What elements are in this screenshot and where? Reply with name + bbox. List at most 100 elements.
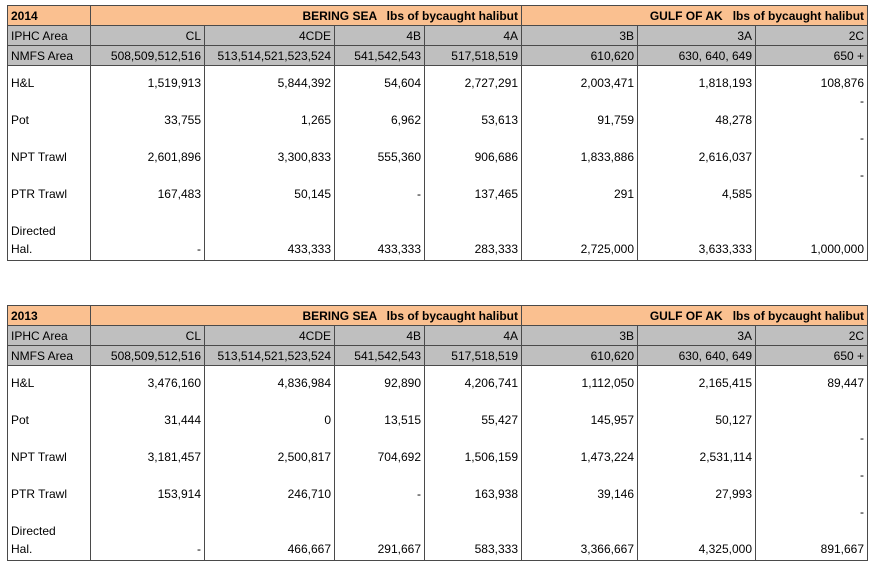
value-column-3b: 1,112,050 145,957 1,473,224 39,146 3,366,667 bbox=[521, 365, 639, 561]
value-text: 163,938 bbox=[474, 487, 519, 501]
nmfs-area-cell: 650 + bbox=[755, 45, 869, 66]
value-cell: 2,725,000 bbox=[525, 222, 634, 260]
value-cell: 3,300,833 bbox=[208, 148, 331, 185]
gear-labels: H&L Pot NPT Trawl PTR Trawl Directed Hal. bbox=[7, 365, 91, 561]
value-text: 291 bbox=[613, 187, 635, 201]
value-text: 137,465 bbox=[474, 187, 519, 201]
value-cell: 433,333 bbox=[208, 222, 331, 260]
value-cell: 31,444 bbox=[94, 411, 201, 448]
value-text: 906,686 bbox=[474, 150, 519, 164]
value-cell: 0 bbox=[208, 411, 331, 448]
dash-mark: - bbox=[860, 131, 865, 145]
value-cell: - bbox=[94, 222, 201, 260]
value-cell: 2,500,817 bbox=[208, 448, 331, 485]
value-text: 3,633,333 bbox=[698, 242, 753, 256]
gear-label: Pot bbox=[11, 113, 30, 127]
nmfs-area-cell: 610,620 bbox=[521, 45, 639, 66]
value-cell: 3,476,160 bbox=[94, 374, 201, 411]
iphc-area-label: IPHC Area bbox=[7, 325, 91, 346]
nmfs-area-cell: 630, 640, 649 bbox=[637, 45, 757, 66]
value-cell: 92,890 bbox=[338, 374, 421, 411]
gulf-of-ak-title: GULF OF AK lbs of bycaught halibut bbox=[521, 5, 869, 26]
dash-mark: - bbox=[860, 505, 865, 519]
nmfs-area-cell: 513,514,521,523,524 bbox=[204, 345, 335, 366]
value-text: 167,483 bbox=[157, 187, 201, 201]
value-cell: 5,844,392 bbox=[208, 74, 331, 111]
value-text bbox=[759, 148, 864, 166]
value-cell: 4,325,000 bbox=[641, 522, 752, 560]
value-text: 27,993 bbox=[715, 487, 753, 501]
value-text: 1,112,050 bbox=[581, 376, 635, 390]
value-cell: 48,278 bbox=[641, 111, 752, 148]
value-cell: 291,667 bbox=[338, 522, 421, 560]
value-text: 3,476,160 bbox=[147, 376, 201, 390]
value-cell: 50,145 bbox=[208, 185, 331, 222]
value-cell: 283,333 bbox=[428, 222, 518, 260]
value-text: 246,710 bbox=[287, 487, 331, 501]
bering-sea-title: BERING SEA lbs of bycaught halibut bbox=[89, 305, 523, 326]
value-text: 1,000,000 bbox=[810, 242, 865, 256]
value-cell: - bbox=[338, 485, 421, 522]
gear-label: PTR Trawl bbox=[11, 187, 68, 201]
value-text: 153,914 bbox=[157, 487, 201, 501]
dash-mark: - bbox=[860, 468, 865, 482]
value-column-4a: 2,727,291 53,613 906,686 137,465 283,333 bbox=[423, 65, 523, 261]
value-cell: 4,206,741 bbox=[428, 374, 518, 411]
value-cell: 246,710 bbox=[208, 485, 331, 522]
value-text: 1,473,224 bbox=[580, 450, 635, 464]
value-column-2c: 108,876 - - - 1,000,000 bbox=[755, 65, 869, 261]
value-cell: 153,914 bbox=[94, 485, 201, 522]
value-text: 4,206,741 bbox=[464, 376, 519, 390]
gear-label: Directed Hal. bbox=[11, 524, 56, 556]
value-text bbox=[759, 411, 864, 429]
value-text: 3,300,833 bbox=[277, 150, 331, 164]
value-text: 6,962 bbox=[390, 113, 421, 127]
iphc-area-cell: CL bbox=[90, 25, 205, 46]
value-cell: - bbox=[759, 448, 864, 485]
value-text: 1,818,193 bbox=[698, 76, 753, 90]
value-cell: 1,833,886 bbox=[525, 148, 634, 185]
iphc-area-cell: 3B bbox=[521, 325, 639, 346]
value-text: 108,876 bbox=[820, 76, 865, 90]
value-cell: 137,465 bbox=[428, 185, 518, 222]
value-text: 433,333 bbox=[377, 242, 421, 256]
value-cell: 3,633,333 bbox=[641, 222, 752, 260]
value-cell: 6,962 bbox=[338, 111, 421, 148]
nmfs-area-label: NMFS Area bbox=[7, 345, 91, 366]
value-column-4b: 92,890 13,515 704,692 - 291,667 bbox=[334, 365, 425, 561]
nmfs-area-cell: 508,509,512,516 bbox=[90, 45, 205, 66]
value-column-4b: 54,604 6,962 555,360 - 433,333 bbox=[334, 65, 425, 261]
value-text: 555,360 bbox=[377, 150, 421, 164]
dash-mark bbox=[759, 203, 864, 221]
bycatch-table-2014: 2014 BERING SEA lbs of bycaught halibut GU… bbox=[7, 5, 869, 261]
value-text: 53,613 bbox=[481, 113, 519, 127]
iphc-area-cell: 2C bbox=[755, 325, 869, 346]
value-text: 0 bbox=[324, 413, 331, 427]
value-text: 3,181,457 bbox=[147, 450, 201, 464]
value-cell: 54,604 bbox=[338, 74, 421, 111]
nmfs-area-cell: 517,518,519 bbox=[423, 45, 523, 66]
value-text: 283,333 bbox=[474, 242, 519, 256]
value-cell bbox=[759, 185, 864, 222]
value-text: 13,515 bbox=[384, 413, 421, 427]
value-text: 2,003,471 bbox=[580, 76, 635, 90]
iphc-area-cell: 3B bbox=[521, 25, 639, 46]
value-text: 3,366,667 bbox=[580, 542, 635, 556]
value-cell: 13,515 bbox=[338, 411, 421, 448]
bycatch-table-2013: 2013 BERING SEA lbs of bycaught halibut GU… bbox=[7, 305, 869, 561]
value-cell: 1,473,224 bbox=[525, 448, 634, 485]
value-text: 583,333 bbox=[474, 542, 519, 556]
dash-mark bbox=[759, 258, 864, 260]
gear-label: PTR Trawl bbox=[11, 487, 68, 501]
value-cell: 91,759 bbox=[525, 111, 634, 148]
nmfs-area-cell: 630, 640, 649 bbox=[637, 345, 757, 366]
value-text: 704,692 bbox=[377, 450, 421, 464]
nmfs-area-cell: 541,542,543 bbox=[334, 45, 425, 66]
value-cell: 2,003,471 bbox=[525, 74, 634, 111]
value-text bbox=[759, 485, 864, 503]
iphc-area-cell: 4B bbox=[334, 325, 425, 346]
value-text bbox=[759, 111, 864, 129]
value-text: - bbox=[197, 542, 201, 556]
iphc-area-cell: 2C bbox=[755, 25, 869, 46]
value-column-cl: 3,476,160 31,444 3,181,457 153,914 - bbox=[90, 365, 205, 561]
